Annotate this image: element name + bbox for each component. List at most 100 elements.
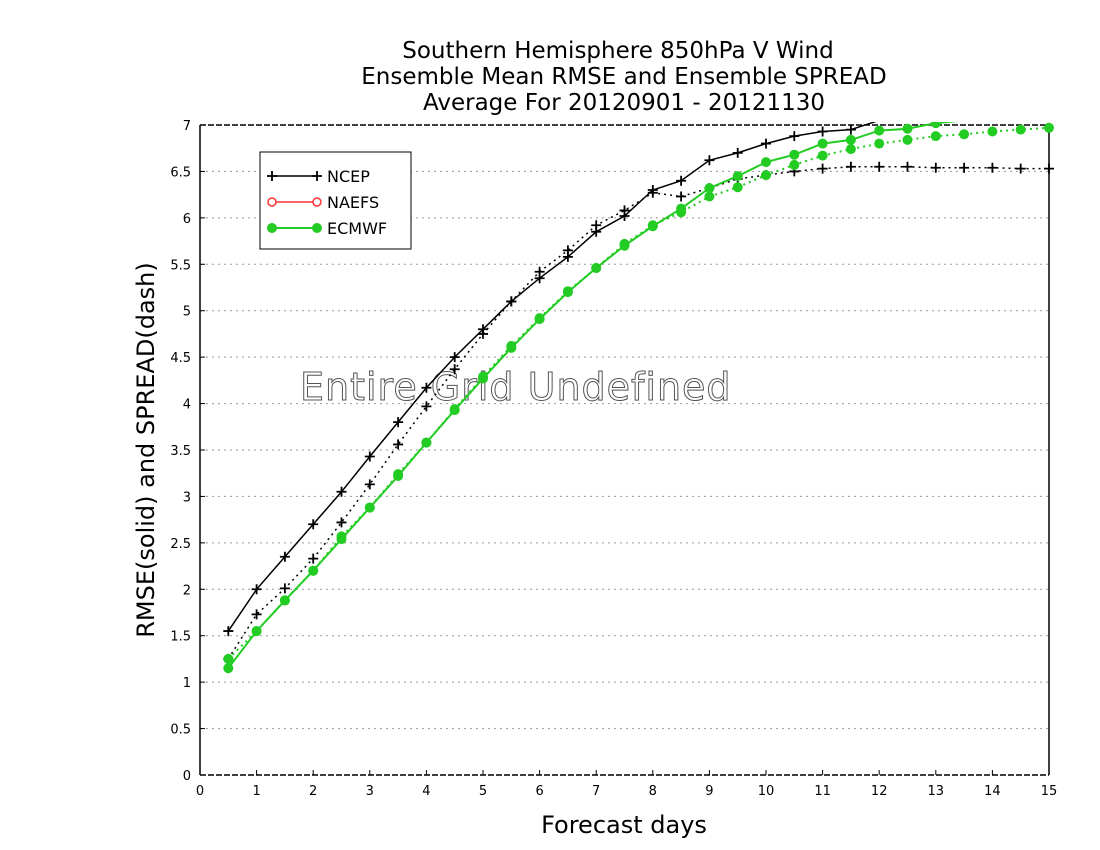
data-point <box>761 170 771 181</box>
x-tick-label: 14 <box>984 784 1001 799</box>
y-tick-label: 7 <box>183 119 191 134</box>
data-point <box>704 183 715 194</box>
data-point <box>874 125 885 136</box>
y-tick-label: 0.5 <box>170 723 191 738</box>
x-tick-label: 7 <box>592 784 600 799</box>
data-point <box>308 565 319 576</box>
x-tick-label: 1 <box>252 784 260 799</box>
x-tick-label: 3 <box>366 784 374 799</box>
series-layer <box>223 122 1054 674</box>
legend-ecmwf-label: ECMWF <box>327 219 387 238</box>
data-point <box>223 663 234 674</box>
y-tick-label: 0 <box>183 769 191 784</box>
legend-naefs-label: NAEFS <box>327 193 379 212</box>
data-point <box>817 163 828 174</box>
data-point <box>223 626 234 637</box>
data-point <box>732 182 743 193</box>
data-point <box>874 138 885 149</box>
y-tick-label: 3 <box>183 490 191 505</box>
x-ticks: 0 1 2 3 4 5 6 7 8 9 10 11 12 13 14 15 <box>196 770 1057 799</box>
data-point <box>591 263 602 273</box>
data-point <box>676 207 687 218</box>
x-tick-label: 8 <box>649 784 657 799</box>
data-point <box>393 439 404 450</box>
data-point <box>902 123 913 134</box>
data-point <box>336 486 347 497</box>
data-point <box>817 126 828 137</box>
data-point <box>279 583 290 594</box>
y-tick-label: 2 <box>183 583 191 598</box>
data-point <box>902 161 913 172</box>
series-line <box>227 122 877 632</box>
data-point <box>1015 124 1026 135</box>
data-point <box>732 147 743 158</box>
title-line-2: Ensemble Mean RMSE and Ensemble SPREAD <box>361 64 886 90</box>
legend-naefs-marker-right <box>312 197 322 207</box>
y-tick-label: 4.5 <box>170 351 191 366</box>
data-point <box>789 149 800 160</box>
x-tick-label: 4 <box>422 784 430 799</box>
x-axis-title: Forecast days <box>541 811 707 839</box>
data-point <box>251 626 262 637</box>
data-point <box>761 157 771 168</box>
title-line-3: Average For 20120901 - 20121130 <box>423 90 825 116</box>
data-point <box>845 144 856 155</box>
data-point <box>647 187 658 198</box>
data-point <box>308 553 319 564</box>
data-point <box>959 162 970 173</box>
data-point <box>619 238 630 249</box>
data-point <box>817 150 828 161</box>
y-tick-label: 3.5 <box>170 444 191 459</box>
data-point <box>506 296 517 307</box>
data-point <box>789 159 800 170</box>
data-point <box>591 220 602 231</box>
data-point <box>223 653 234 664</box>
data-point <box>930 122 941 129</box>
x-tick-label: 11 <box>814 784 831 799</box>
data-point <box>364 451 375 462</box>
data-point <box>421 382 432 393</box>
data-point <box>902 134 913 145</box>
x-tick-label: 5 <box>479 784 487 799</box>
y-tick-label: 4 <box>183 398 191 413</box>
x-tick-label: 6 <box>535 784 543 799</box>
legend-ncep-marker-right <box>312 171 322 181</box>
data-point <box>789 131 800 142</box>
y-tick-label: 6 <box>183 212 191 227</box>
data-point <box>647 220 658 231</box>
legend-ncep-marker-left <box>267 171 277 181</box>
data-point <box>364 479 375 490</box>
data-point <box>1015 163 1026 174</box>
grid <box>200 170 1049 730</box>
data-point <box>393 469 404 480</box>
y-tick-label: 6.5 <box>170 165 191 180</box>
data-point <box>619 205 630 216</box>
legend: NCEP NAEFS ECMWF <box>259 151 412 250</box>
data-point <box>732 171 743 182</box>
legend-naefs-marker-left <box>267 197 277 207</box>
data-point <box>930 131 941 142</box>
y-tick-label: 5.5 <box>170 258 191 273</box>
data-point <box>336 517 347 528</box>
title-line-1: Southern Hemisphere 850hPa V Wind <box>402 38 833 64</box>
data-point <box>478 371 488 382</box>
data-point <box>1044 163 1054 174</box>
data-point <box>845 134 856 145</box>
data-point <box>279 551 290 562</box>
y-ticks: 0 0.5 1 1.5 2 2.5 3 3.5 4 4.5 5 5.5 6 6.5 7 <box>170 119 205 784</box>
legend-box <box>259 151 412 250</box>
data-point <box>506 341 517 351</box>
data-point <box>449 364 460 375</box>
x-tick-label: 0 <box>196 784 204 799</box>
data-point <box>704 155 715 166</box>
data-point <box>817 138 828 149</box>
data-point <box>845 124 856 135</box>
data-point <box>845 161 856 172</box>
data-point <box>421 401 432 412</box>
data-point <box>761 138 771 149</box>
data-point <box>449 352 460 363</box>
data-point <box>562 245 573 256</box>
data-point <box>421 437 432 448</box>
data-point <box>478 328 488 339</box>
